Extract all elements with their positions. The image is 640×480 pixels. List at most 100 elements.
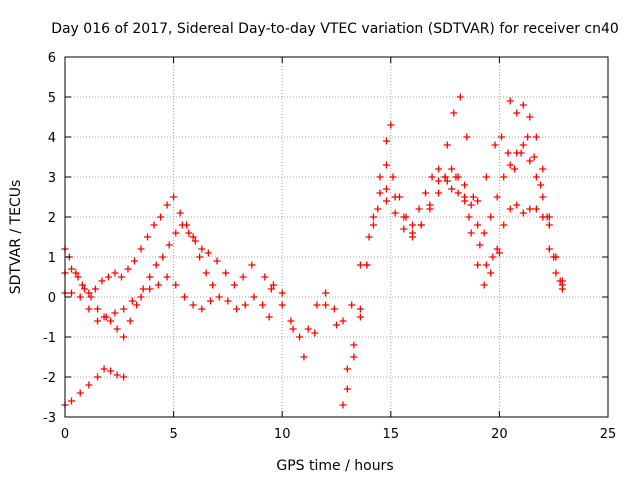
data-point [111, 309, 119, 317]
data-point [131, 257, 139, 265]
data-point [137, 245, 145, 253]
data-point [519, 141, 527, 149]
y-tick-label: -3 [43, 411, 56, 426]
data-point [165, 241, 173, 249]
data-point [87, 293, 95, 301]
series-track [506, 97, 566, 293]
y-tick-label: 2 [48, 211, 56, 226]
data-point [98, 277, 106, 285]
data-point [443, 141, 451, 149]
data-point [241, 301, 249, 309]
data-point [504, 149, 512, 157]
data-point [76, 389, 84, 397]
data-point [85, 289, 93, 297]
data-point [539, 193, 547, 201]
data-point [402, 213, 410, 221]
data-point [68, 397, 76, 405]
data-point [287, 317, 295, 325]
data-point [94, 373, 102, 381]
data-point [107, 367, 115, 375]
data-point [117, 273, 125, 281]
data-point [456, 93, 464, 101]
series-track [465, 133, 564, 285]
data-point [506, 161, 514, 169]
data-point [374, 205, 382, 213]
data-point [178, 221, 186, 229]
data-point [265, 313, 273, 321]
data-point [519, 101, 527, 109]
data-point [191, 237, 199, 245]
data-point [417, 221, 425, 229]
data-point [532, 133, 540, 141]
data-point [467, 201, 475, 209]
x-tick-label: 5 [169, 427, 177, 442]
data-point [157, 213, 165, 221]
data-point [545, 213, 553, 221]
y-tick-label: -2 [43, 371, 56, 386]
data-points [61, 93, 566, 409]
data-point [146, 273, 154, 281]
data-point [428, 173, 436, 181]
data-point [465, 213, 473, 221]
data-point [519, 209, 527, 217]
data-point [498, 133, 506, 141]
data-point [120, 373, 128, 381]
data-point [552, 253, 560, 261]
data-point [539, 165, 547, 173]
series-track [61, 365, 128, 409]
data-point [113, 325, 121, 333]
data-point [289, 325, 297, 333]
data-point [278, 301, 286, 309]
data-point [526, 113, 534, 121]
data-point [493, 193, 501, 201]
data-point [213, 257, 221, 265]
data-point [524, 133, 532, 141]
data-point [537, 181, 545, 189]
data-point [313, 301, 321, 309]
data-point [487, 269, 495, 277]
data-point [185, 229, 193, 237]
data-point [482, 261, 490, 269]
x-tick-label: 10 [274, 427, 291, 442]
data-point [74, 273, 82, 281]
data-point [382, 185, 390, 193]
data-point [530, 153, 538, 161]
data-point [500, 221, 508, 229]
data-point [343, 385, 351, 393]
data-point [111, 269, 119, 277]
data-point [91, 285, 99, 293]
data-point [72, 269, 80, 277]
data-point [330, 305, 338, 313]
data-point [152, 261, 160, 269]
data-point [189, 233, 197, 241]
data-point [94, 305, 102, 313]
data-point [224, 297, 232, 305]
data-point [474, 197, 482, 205]
data-point [556, 277, 564, 285]
data-point [81, 285, 89, 293]
grid [65, 57, 608, 417]
data-point [467, 229, 475, 237]
x-axis-label: GPS time / hours [276, 458, 393, 474]
data-point [144, 233, 152, 241]
data-point [356, 261, 364, 269]
data-point [222, 269, 230, 277]
data-point [474, 221, 482, 229]
series-track [61, 273, 273, 325]
data-point [480, 281, 488, 289]
data-point [426, 201, 434, 209]
data-point [454, 173, 462, 181]
series-track [441, 165, 566, 289]
data-point [448, 165, 456, 173]
y-axis-label: SDTVAR / TECUs [8, 180, 24, 295]
data-point [552, 269, 560, 277]
data-point [339, 317, 347, 325]
data-point [250, 293, 258, 301]
y-tick-label: 5 [48, 91, 56, 106]
data-point [146, 285, 154, 293]
data-point [278, 289, 286, 297]
series-track [339, 121, 395, 409]
data-point [126, 317, 134, 325]
x-tick-label: 0 [61, 427, 69, 442]
data-point [176, 209, 184, 217]
